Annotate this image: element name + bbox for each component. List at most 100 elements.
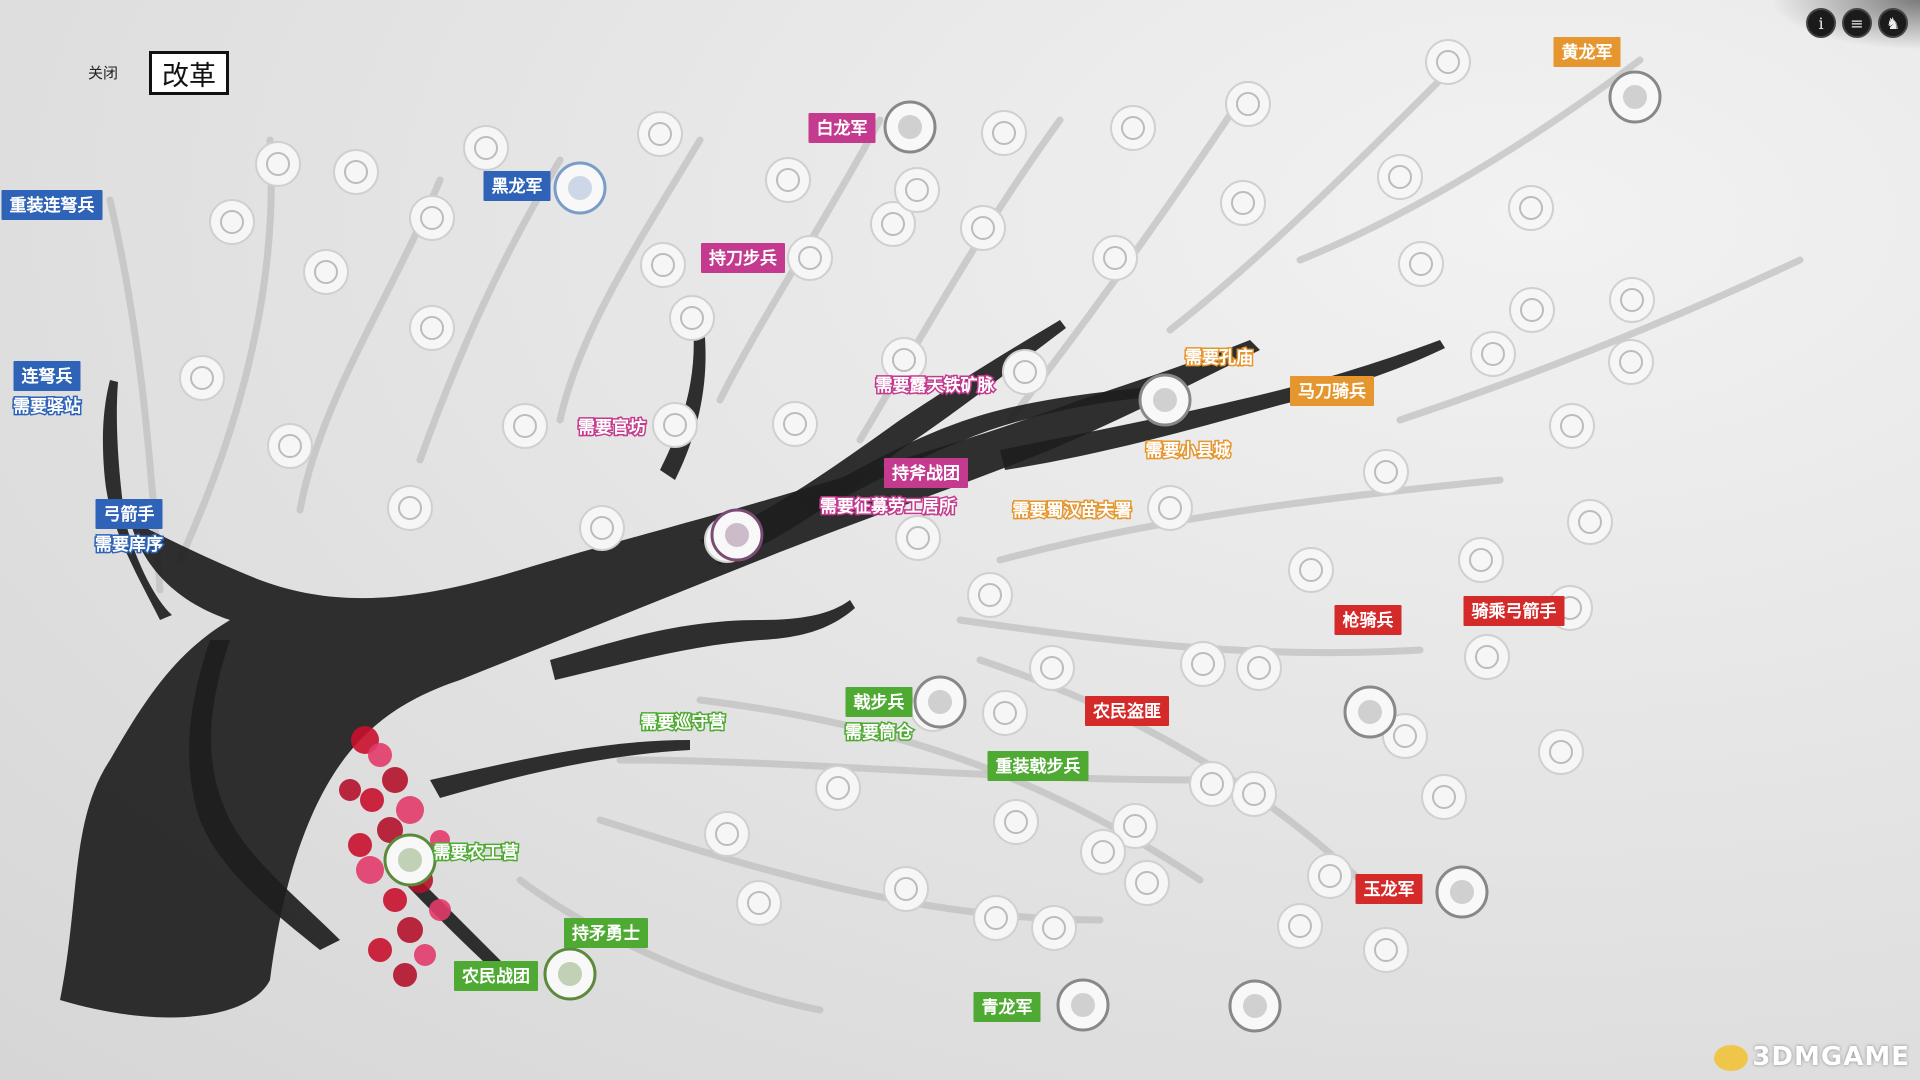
unit-label-heilongjun[interactable]: 黑龙军 [483,171,551,201]
unlocked-node-icon[interactable] [553,161,607,215]
unit-label-qinglongjun[interactable]: 青龙军 [973,992,1041,1022]
tech-node-icon[interactable] [652,402,698,448]
unlocked-node-icon[interactable] [1056,978,1110,1032]
unlocked-node-icon[interactable] [1228,979,1282,1033]
tech-node-icon[interactable] [1425,39,1471,85]
tech-node-icon[interactable] [502,403,548,449]
tech-node-icon[interactable] [1029,645,1075,691]
unit-label-chifu[interactable]: 持斧战团 [884,458,968,488]
tech-node-icon[interactable] [179,355,225,401]
unit-label-nongmin-daofei[interactable]: 农民盗匪 [1085,696,1169,726]
tech-node-icon[interactable] [1189,761,1235,807]
unit-label-nonggong[interactable]: 需要农工营 [432,841,520,865]
unit-label-xunshou[interactable]: 需要巡守营 [639,711,727,735]
unit-label-kongmiao[interactable]: 需要孔庙 [1184,346,1255,370]
tech-node-icon[interactable] [1609,277,1655,323]
unlocked-node-icon[interactable] [913,675,967,729]
tech-node-icon[interactable] [1124,860,1170,906]
tech-node-icon[interactable] [704,811,750,857]
tech-node-icon[interactable] [637,111,683,157]
unit-label-nongmin-zhantuan[interactable]: 农民战团 [454,961,538,991]
tech-node-icon[interactable] [1288,547,1334,593]
tech-node-icon[interactable] [1567,499,1613,545]
tech-node-icon[interactable] [387,485,433,531]
tech-node-icon[interactable] [1031,905,1077,951]
tech-node-icon[interactable] [765,157,811,203]
tech-node-icon[interactable] [1110,105,1156,151]
tech-node-icon[interactable] [1509,287,1555,333]
unit-label-qicheng[interactable]: 骑乘弓箭手 [1463,596,1565,626]
tech-node-icon[interactable] [1080,829,1126,875]
unlocked-node-icon[interactable] [1343,685,1397,739]
tech-node-icon[interactable] [815,765,861,811]
tech-node-icon[interactable] [1398,241,1444,287]
tech-node-icon[interactable] [967,572,1013,618]
tech-node-icon[interactable] [1180,641,1226,687]
tech-node-icon[interactable] [1458,537,1504,583]
tech-node-icon[interactable] [981,110,1027,156]
tech-node-icon[interactable] [960,205,1006,251]
tech-node-icon[interactable] [1307,853,1353,899]
unit-label-zhengmu[interactable]: 需要征募劳工居所 [819,495,958,519]
tech-node-icon[interactable] [1363,449,1409,495]
tech-node-icon[interactable] [973,895,1019,941]
tech-node-icon[interactable] [255,141,301,187]
tech-node-icon[interactable] [1147,485,1193,531]
tech-node-icon[interactable] [1225,81,1271,127]
unlocked-node-icon[interactable] [1138,373,1192,427]
tech-node-icon[interactable] [870,201,916,247]
close-button[interactable]: 关闭 [88,64,119,82]
menu-icon[interactable]: ≡ [1842,8,1872,38]
tech-node-icon[interactable] [1538,729,1584,775]
unit-label-zhongzhuang-liannu[interactable]: 重装连弩兵 [1,190,103,220]
tech-node-icon[interactable] [982,690,1028,736]
tech-node-icon[interactable] [409,305,455,351]
tech-node-icon[interactable] [787,235,833,281]
unit-label-madao[interactable]: 马刀骑兵 [1290,376,1374,406]
tech-node-icon[interactable] [883,866,929,912]
tech-node-icon[interactable] [409,195,455,241]
unit-label-bailongjun[interactable]: 白龙军 [808,113,876,143]
tech-node-icon[interactable] [772,401,818,447]
tech-node-icon[interactable] [1377,154,1423,200]
unit-label-qiangqi[interactable]: 枪骑兵 [1334,605,1402,635]
tech-node-icon[interactable] [993,799,1039,845]
unlocked-node-icon[interactable] [543,947,597,1001]
tech-node-icon[interactable] [267,423,313,469]
tech-node-icon[interactable] [1549,403,1595,449]
tech-node-icon[interactable] [1470,331,1516,377]
tech-node-icon[interactable] [1382,713,1428,759]
tech-node-icon[interactable] [1112,803,1158,849]
tech-node-icon[interactable] [894,167,940,213]
unit-label-lutian[interactable]: 需要露天铁矿脉 [874,374,997,398]
tech-node-icon[interactable] [1464,634,1510,680]
tech-node-icon[interactable] [1220,180,1266,226]
tech-node-icon[interactable] [1421,774,1467,820]
tech-node-icon[interactable] [1608,339,1654,385]
tech-node-icon[interactable] [333,149,379,195]
tech-node-icon[interactable] [1002,349,1048,395]
unit-label-chimao[interactable]: 持矛勇士 [564,918,648,948]
tech-node-icon[interactable] [1508,185,1554,231]
unit-label-chidao[interactable]: 持刀步兵 [701,243,785,273]
tech-node-icon[interactable] [1092,235,1138,281]
unit-label-yulongjun[interactable]: 玉龙军 [1355,874,1423,904]
unlocked-node-icon[interactable] [383,833,437,887]
unit-label-huanglongjun[interactable]: 黄龙军 [1553,37,1621,67]
tech-node-icon[interactable] [579,505,625,551]
tech-node-icon[interactable] [1277,903,1323,949]
unlocked-node-icon[interactable] [1435,865,1489,919]
unit-label-zhongzhuang-jibu[interactable]: 重装戟步兵 [987,751,1089,781]
unit-label-shuhan[interactable]: 需要蜀汉苗夫署 [1011,499,1133,523]
horse-icon[interactable]: ♞ [1878,8,1908,38]
tech-node-icon[interactable] [736,880,782,926]
tech-node-icon[interactable] [1236,645,1282,691]
unit-label-xiaoxian[interactable]: 需要小县城 [1144,440,1232,463]
unlocked-node-icon[interactable] [710,508,764,562]
tech-node-icon[interactable] [881,337,927,383]
unlocked-node-icon[interactable] [883,100,937,154]
tech-node-icon[interactable] [463,125,509,171]
